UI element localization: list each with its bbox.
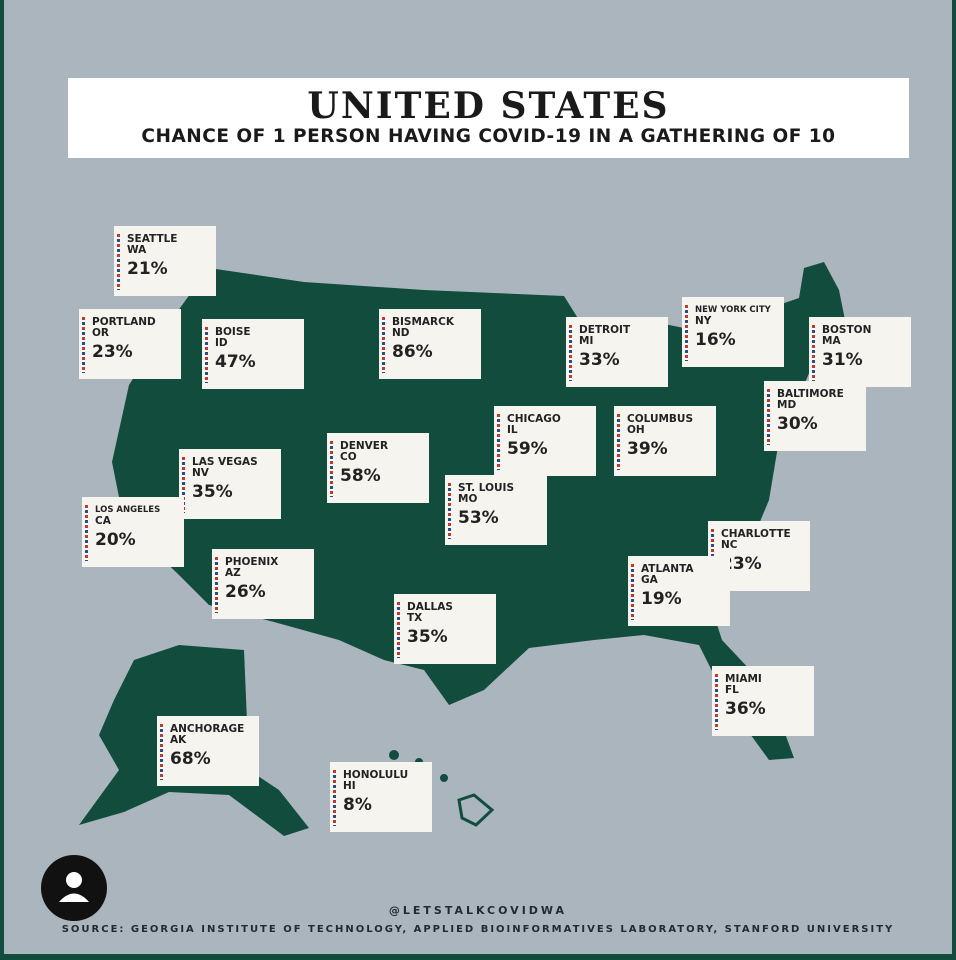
header: UNITED STATES CHANCE OF 1 PERSON HAVING … [68, 78, 909, 158]
city-box: LOS ANGELES CA 20% [82, 497, 184, 567]
title: UNITED STATES [307, 85, 670, 127]
city-box: LAS VEGAS NV 35% [179, 449, 281, 519]
profile-body [59, 893, 89, 902]
state-code: OR [92, 327, 110, 339]
percent: 33% [579, 350, 620, 370]
state-code: HI [343, 780, 356, 792]
state-code: WA [127, 244, 147, 256]
percent: 20% [95, 530, 136, 550]
city-box: BALTIMORE MD 30% [764, 381, 866, 451]
percent: 39% [627, 439, 668, 459]
city-box: ATLANTA GA 19% [628, 556, 730, 626]
city-name: DENVER [340, 440, 389, 452]
city-name: LOS ANGELES [95, 505, 161, 515]
city-box: BOISE ID 47% [202, 319, 304, 389]
city-box: DETROIT MI 33% [566, 317, 668, 387]
subtitle: CHANCE OF 1 PERSON HAVING COVID-19 IN A … [141, 126, 836, 147]
percent: 19% [641, 589, 682, 609]
city-box: PORTLAND OR 23% [79, 309, 181, 379]
city-box: NEW YORK CITY NY 16% [682, 297, 784, 367]
city-name: LAS VEGAS [192, 456, 258, 468]
percent: 59% [507, 439, 548, 459]
state-code: IL [507, 424, 518, 436]
city-name: ATLANTA [641, 563, 694, 575]
city-name: BOISE [215, 326, 251, 338]
percent: 8% [343, 795, 372, 815]
city-name: ANCHORAGE [170, 723, 245, 735]
city-name: SEATTLE [127, 233, 178, 245]
city-name: COLUMBUS [627, 413, 694, 425]
hawaii-island [389, 750, 399, 760]
percent: 53% [458, 508, 499, 528]
state-code: AK [170, 734, 187, 746]
percent: 31% [822, 350, 863, 370]
state-code: AZ [225, 567, 241, 579]
city-box: ST. LOUIS MO 53% [445, 475, 547, 545]
city-box: CHICAGO IL 59% [494, 406, 596, 476]
city-name: DETROIT [579, 324, 631, 336]
city-name: PHOENIX [225, 556, 279, 568]
percent: 35% [192, 482, 233, 502]
state-code: MI [579, 335, 594, 347]
city-name: BOSTON [822, 324, 872, 336]
state-code: TX [407, 612, 423, 624]
percent: 16% [695, 330, 736, 350]
percent: 21% [127, 259, 168, 279]
city-box: SEATTLE WA 21% [114, 226, 216, 296]
hawaii [457, 793, 495, 827]
percent: 58% [340, 466, 381, 486]
state-code: ND [392, 327, 410, 339]
state-code: MD [777, 399, 797, 411]
percent: 36% [725, 699, 766, 719]
percent: 23% [721, 554, 762, 574]
city-name: DALLAS [407, 601, 453, 613]
city-name: BISMARCK [392, 316, 454, 328]
city-box: DALLAS TX 35% [394, 594, 496, 664]
city-box: DENVER CO 58% [327, 433, 429, 503]
percent: 26% [225, 582, 266, 602]
city-name: HONOLULU [343, 769, 409, 781]
state-code: OH [627, 424, 645, 436]
city-name: PORTLAND [92, 316, 156, 328]
state-code: MO [458, 493, 478, 505]
city-box: COLUMBUS OH 39% [614, 406, 716, 476]
city-box: PHOENIX AZ 26% [212, 549, 314, 619]
handle: @LETSTALKCOVIDWA [388, 904, 568, 917]
percent: 23% [92, 342, 133, 362]
state-code: FL [725, 684, 739, 696]
city-name: CHICAGO [507, 413, 561, 425]
city-box: MIAMI FL 36% [712, 666, 814, 736]
state-code: NV [192, 467, 209, 479]
percent: 35% [407, 627, 448, 647]
city-box: ANCHORAGE AK 68% [157, 716, 259, 786]
city-box: HONOLULU HI 8% [330, 762, 432, 832]
state-code: NY [695, 315, 712, 327]
state-code: GA [641, 574, 658, 586]
state-code: ID [215, 337, 228, 349]
state-code: MA [822, 335, 841, 347]
city-name: ST. LOUIS [458, 482, 515, 494]
percent: 68% [170, 749, 211, 769]
source: SOURCE: GEORGIA INSTITUTE OF TECHNOLOGY,… [61, 924, 895, 935]
state-code: NC [721, 539, 738, 551]
profile-head [66, 872, 82, 888]
city-name: NEW YORK CITY [695, 305, 771, 315]
percent: 86% [392, 342, 433, 362]
city-box: BISMARCK ND 86% [379, 309, 481, 379]
percent: 30% [777, 414, 818, 434]
state-code: CO [340, 451, 357, 463]
city-box: BOSTON MA 31% [809, 317, 911, 387]
city-name: MIAMI [725, 673, 762, 685]
city-name: BALTIMORE [777, 388, 844, 400]
state-code: CA [95, 515, 111, 527]
percent: 47% [215, 352, 256, 372]
hawaii-island [440, 774, 448, 782]
city-name: CHARLOTTE [721, 528, 791, 540]
